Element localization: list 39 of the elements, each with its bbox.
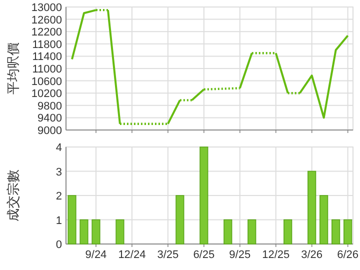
x-tick-label: 6/26 bbox=[337, 249, 359, 261]
y-tick-label: 13000 bbox=[31, 2, 62, 14]
y-tick-label: 12600 bbox=[31, 14, 62, 26]
bar bbox=[224, 219, 232, 244]
x-tick-label: 12/25 bbox=[262, 249, 290, 261]
y-tick-label: 1 bbox=[56, 214, 62, 227]
x-tick-label: 9/24 bbox=[85, 249, 107, 261]
bar bbox=[332, 219, 340, 244]
y-tick-label: 0 bbox=[56, 239, 62, 251]
y-tick-label: 11000 bbox=[32, 64, 62, 76]
x-tick-label: 3/25 bbox=[157, 249, 179, 261]
y-tick-label: 9400 bbox=[38, 112, 62, 125]
bar bbox=[344, 219, 352, 244]
bar bbox=[320, 195, 328, 244]
y-tick-label: 12200 bbox=[31, 26, 62, 39]
y-tick-label: 10200 bbox=[31, 88, 62, 100]
x-tick-label: 12/24 bbox=[118, 249, 146, 261]
y-tick-label: 4 bbox=[56, 142, 62, 154]
x-tick-label: 9/25 bbox=[229, 249, 251, 261]
y-tick-label: 11400 bbox=[32, 51, 62, 64]
y-tick-label: 2 bbox=[56, 190, 62, 202]
bar bbox=[200, 146, 208, 244]
y-axis-title: 成交宗數 bbox=[5, 170, 20, 222]
y-tick-label: 10600 bbox=[31, 76, 62, 88]
y-axis-title: 平均呎價 bbox=[5, 42, 20, 94]
x-tick-label: 3/26 bbox=[301, 249, 323, 261]
y-tick-label: 3 bbox=[56, 166, 62, 178]
y-tick-label: 9000 bbox=[38, 125, 62, 137]
bar bbox=[284, 219, 292, 244]
bar bbox=[176, 195, 184, 244]
y-tick-label: 11800 bbox=[32, 38, 62, 51]
bar bbox=[80, 219, 88, 244]
bar bbox=[248, 219, 256, 244]
bar bbox=[116, 219, 124, 244]
y-tick-label: 9800 bbox=[38, 100, 62, 112]
x-tick-label: 6/25 bbox=[193, 249, 215, 261]
bar bbox=[308, 170, 316, 244]
bar bbox=[92, 219, 100, 244]
bar bbox=[68, 195, 76, 244]
